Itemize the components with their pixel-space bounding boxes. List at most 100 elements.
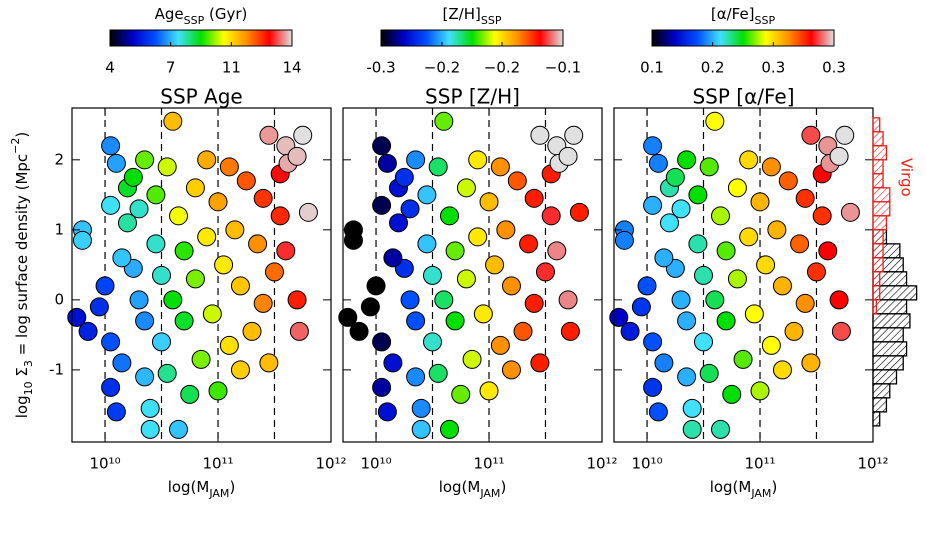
y-tick-label: -1 [49, 360, 64, 378]
data-point [106, 402, 126, 422]
data-point [727, 178, 747, 198]
data-point [699, 157, 719, 177]
y-tick-label: 2 [54, 150, 64, 168]
data-point [818, 241, 838, 261]
data-point [643, 332, 663, 352]
data-point [287, 146, 307, 166]
data-point [225, 220, 245, 240]
data-point [253, 188, 273, 208]
x-tick-label: 10¹⁰ [360, 455, 391, 473]
data-point [112, 353, 132, 373]
data-point [440, 206, 460, 226]
data-point [677, 311, 697, 331]
data-point [541, 206, 561, 226]
data-point [428, 157, 448, 177]
data-point [530, 125, 550, 145]
data-point [620, 321, 640, 341]
data-point [711, 419, 731, 439]
data-point [151, 332, 171, 352]
panel-title: SSP [Z/H] [425, 85, 520, 109]
label-part: 3 [22, 360, 35, 367]
label-part: (Gyr) [204, 5, 247, 23]
label-part: log [13, 395, 31, 418]
data-point [400, 199, 420, 219]
histogram-bar [872, 411, 881, 427]
colorbar-tick-label: −0.2 [424, 59, 460, 77]
data-point [422, 265, 442, 285]
data-point [812, 206, 832, 226]
data-point [530, 353, 550, 373]
data-point [524, 188, 544, 208]
data-point [564, 125, 584, 145]
data-point [445, 311, 465, 331]
data-point [671, 290, 691, 310]
x-tick-label: 10¹⁰ [89, 455, 120, 473]
histogram-bar [872, 313, 911, 329]
colorbar-label: [α/Fe]SSP [711, 5, 776, 27]
data-point [422, 332, 442, 352]
data-point [208, 381, 228, 401]
data-point [682, 419, 702, 439]
data-point [739, 150, 759, 170]
data-point [95, 276, 115, 296]
colorbar-label: AgeSSP (Gyr) [155, 5, 248, 27]
data-point [298, 202, 318, 222]
data-point [236, 171, 256, 191]
x-tick-label: 10¹¹ [744, 455, 775, 473]
label-part: −2 [9, 138, 22, 154]
data-point [688, 234, 708, 254]
label-part: Age [155, 5, 184, 23]
data-point [163, 111, 183, 131]
data-point [501, 360, 521, 380]
data-point [637, 276, 657, 296]
colorbar-tick-label: 11 [222, 59, 241, 77]
data-point [778, 171, 798, 191]
data-point [722, 384, 742, 404]
data-point [558, 146, 578, 166]
data-point [372, 195, 392, 215]
label-part: [α/Fe] [711, 5, 755, 23]
data-point [406, 311, 426, 331]
data-point [253, 293, 273, 313]
data-point [101, 136, 121, 156]
data-point [727, 269, 747, 289]
data-point [756, 255, 776, 275]
data-point [462, 349, 482, 369]
histogram-bar [872, 173, 884, 189]
data-point [739, 227, 759, 247]
data-point [648, 153, 668, 173]
data-point [174, 241, 194, 261]
data-point [264, 262, 284, 282]
data-point [654, 248, 674, 268]
data-point [744, 304, 764, 324]
data-point [784, 321, 804, 341]
data-point [795, 188, 815, 208]
data-point [831, 321, 851, 341]
data-point [146, 185, 166, 205]
data-point [693, 332, 713, 352]
data-point [406, 367, 426, 387]
data-point [801, 353, 821, 373]
label-part: SSP [755, 14, 776, 27]
data-point [772, 360, 792, 380]
data-point [485, 255, 505, 275]
legend-label: Virgo [898, 158, 916, 197]
data-point [101, 377, 121, 397]
data-point [761, 335, 781, 355]
data-point [146, 234, 166, 254]
data-point [479, 381, 499, 401]
data-point [270, 206, 290, 226]
data-point [259, 125, 279, 145]
x-tick-label: 10¹² [857, 455, 888, 473]
x-tick-label: 10¹⁰ [631, 455, 662, 473]
data-point [705, 111, 725, 131]
colorbar-tick-label: 0.3 [761, 59, 785, 77]
colorbar [380, 29, 564, 47]
data-point [643, 377, 663, 397]
data-point [230, 276, 250, 296]
data-point [259, 353, 279, 373]
data-point [140, 419, 160, 439]
data-point [648, 402, 668, 422]
label-part: 10 [22, 381, 35, 395]
